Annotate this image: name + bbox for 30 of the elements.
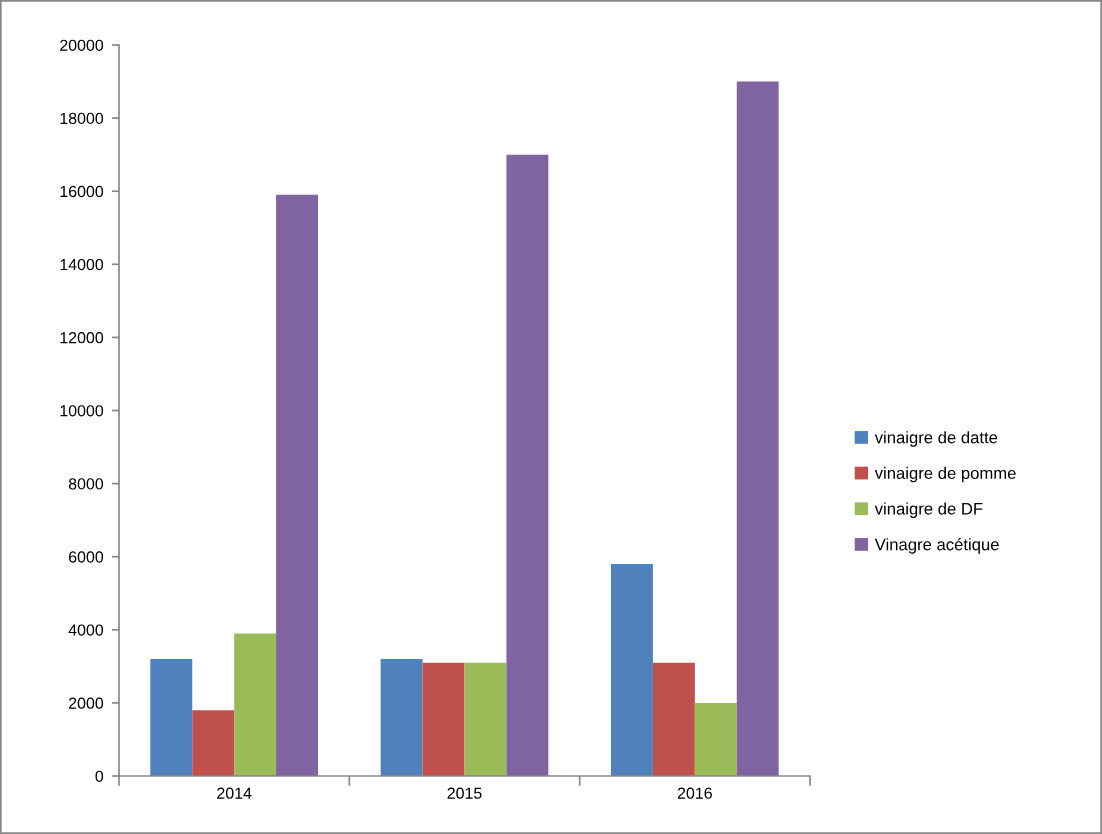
bar [422,662,465,776]
legend-label: vinaigre de DF [874,502,983,518]
y-tick-label: 12000 [60,332,104,344]
y-tick-label: 16000 [60,185,104,198]
y-tick-label: 14000 [60,258,104,271]
y-tick-label: 0 [95,770,104,782]
bar [380,659,423,776]
y-tick-label: 6000 [69,551,104,563]
legend-label: vinaigre de datte [874,431,998,447]
bar [694,702,737,776]
bar [192,710,235,776]
x-tick-label: 2016 [677,787,712,799]
bar [150,659,193,776]
bar [610,564,653,776]
y-tick-label: 10000 [60,405,104,417]
y-tick-label: 2000 [69,697,104,709]
bar [652,662,695,776]
bar [736,81,779,776]
y-tick-label: 20000 [60,39,104,51]
x-tick-label: 2015 [447,787,482,799]
legend-label: Vinagre acétique [874,537,999,554]
x-tick-label: 2014 [217,787,252,799]
legend-label: vinaigre de pomme [874,466,1016,483]
bar [234,633,277,776]
bar [506,154,549,776]
bar [276,194,319,776]
bar [464,662,507,776]
y-tick-label: 8000 [68,478,104,490]
y-tick-label: 4000 [68,624,104,636]
y-tick-label: 18000 [60,112,104,125]
